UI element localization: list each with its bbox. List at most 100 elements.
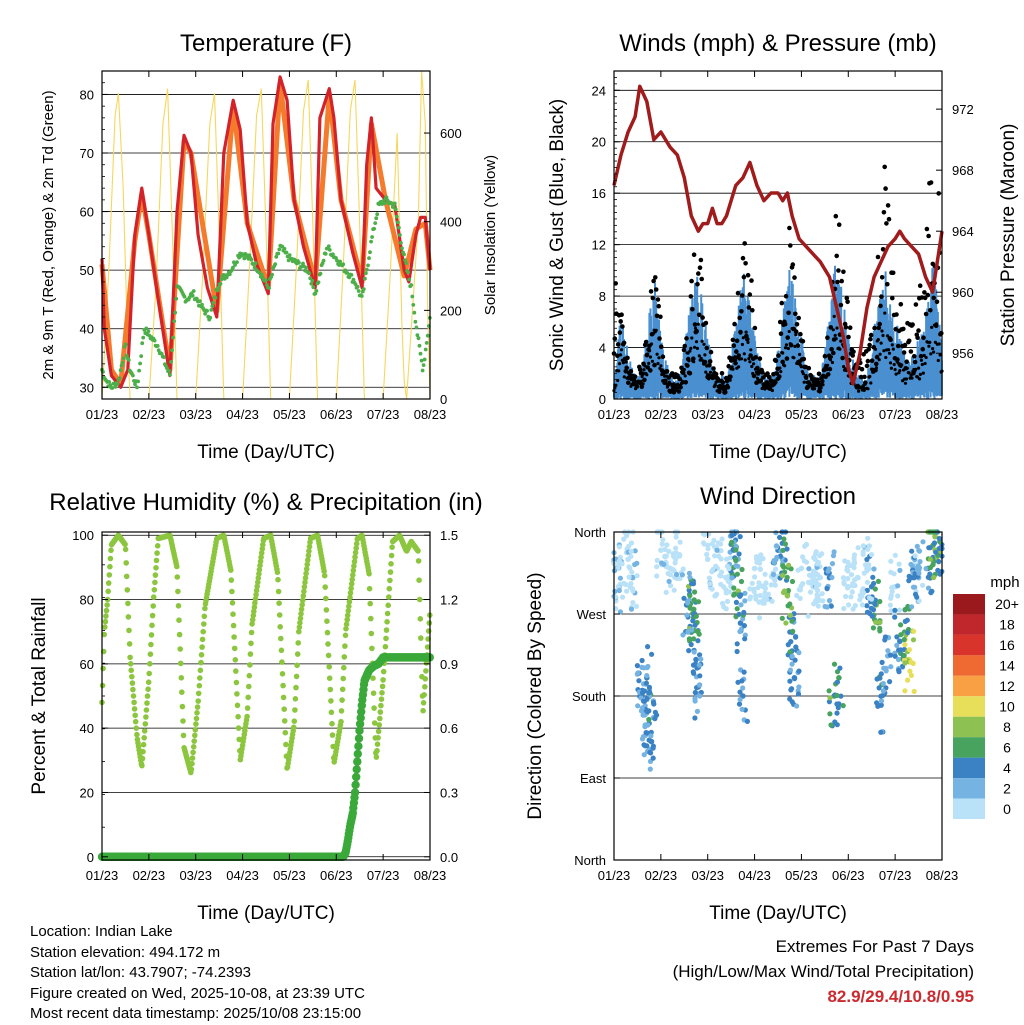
wind-point: [903, 381, 908, 385]
gust-point: [828, 325, 834, 330]
direction-point: [787, 601, 793, 607]
gust-point: [650, 295, 656, 301]
dewpoint-point: [141, 335, 146, 340]
gust-point: [829, 346, 834, 352]
direction-point: [636, 678, 642, 684]
dewpoint-point: [359, 294, 364, 298]
wind-point: [781, 351, 785, 355]
gust-point: [688, 294, 694, 299]
humidity-point: [234, 702, 241, 709]
gust-point: [692, 322, 698, 327]
gust-point: [894, 312, 899, 317]
direction-point: [742, 598, 748, 604]
direction-point: [925, 574, 931, 580]
gust-point: [836, 268, 841, 273]
humidity-point: [252, 596, 259, 602]
dewpoint-point: [211, 300, 216, 305]
gust-point: [873, 367, 878, 373]
direction-point: [713, 592, 719, 599]
gust-point: [782, 321, 788, 327]
humidity-point: [122, 541, 128, 548]
direction-point: [621, 581, 627, 587]
created-text: Figure created on Wed, 2025-10-08, at 23…: [30, 984, 365, 1002]
wind-point: [879, 341, 883, 345]
wind-point: [683, 374, 687, 378]
gust-point: [663, 378, 668, 384]
gust-point: [867, 342, 872, 348]
gust-point: [793, 329, 799, 334]
gust-point: [625, 355, 630, 361]
wind-point: [891, 347, 895, 351]
direction-point: [935, 567, 941, 574]
dewpoint-point: [210, 304, 215, 308]
humidity-point: [150, 603, 156, 609]
dewpoint-point: [110, 386, 115, 390]
gust-point: [923, 311, 929, 317]
gust-point: [841, 269, 846, 275]
gust-point: [732, 321, 737, 327]
humidity-point: [276, 600, 282, 606]
humidity-point: [143, 707, 150, 713]
direction-point: [729, 575, 735, 581]
dewpoint-point: [418, 351, 423, 356]
x-tick-label: 03/23: [691, 868, 724, 883]
direction-point: [734, 571, 741, 577]
y2-tick-label: 964: [952, 224, 974, 239]
gust-point: [810, 386, 816, 391]
dewpoint-point: [412, 310, 417, 315]
gust-point: [868, 336, 873, 342]
humidity-point: [174, 574, 181, 580]
direction-point: [814, 561, 821, 567]
gust-point: [825, 372, 831, 377]
gust-point: [872, 325, 877, 331]
humidity-panel: Relative Humidity (%) & Precipitation (i…: [29, 489, 483, 924]
direction-point: [620, 594, 626, 600]
wind-point: [621, 361, 626, 365]
direction-point: [916, 548, 922, 554]
plot-frame: [101, 531, 431, 861]
gust-point: [910, 322, 915, 327]
direction-point: [673, 556, 679, 562]
gust-point: [679, 365, 684, 371]
dewpoint-point: [301, 261, 305, 266]
humidity-point: [326, 675, 333, 681]
y2-tick-label: 0.6: [440, 721, 458, 736]
wind-point: [920, 362, 924, 367]
colorbar-label: 14: [999, 658, 1015, 674]
dewpoint-point: [400, 246, 404, 251]
humidity-point: [328, 709, 335, 716]
dewpoint-point: [273, 262, 278, 266]
wind-point: [659, 364, 663, 368]
humidity-point: [387, 569, 394, 575]
temperature-series: [99, 70, 433, 400]
direction-point: [923, 566, 929, 572]
direction-point: [666, 548, 672, 555]
gust-point: [833, 213, 839, 219]
humidity-point: [352, 549, 359, 556]
direction-point: [826, 566, 832, 572]
direction-point: [714, 547, 720, 553]
direction-point: [773, 543, 780, 549]
humidity-point: [301, 588, 307, 595]
direction-point: [633, 603, 640, 610]
humidity-point: [370, 675, 376, 681]
wind-point: [929, 352, 933, 356]
colorbar-label: 0: [1003, 801, 1011, 817]
humidity-point: [294, 651, 301, 657]
direction-point: [644, 665, 650, 671]
humidity-point: [229, 600, 236, 606]
wind-point: [914, 367, 918, 371]
direction-point: [787, 667, 794, 673]
humidity-point: [259, 546, 266, 552]
precipitation-point: [352, 765, 361, 774]
direction-point: [671, 587, 677, 593]
dewpoint-point: [170, 348, 175, 353]
wind-point: [697, 354, 701, 358]
direction-point: [736, 701, 743, 707]
wind-point: [655, 352, 659, 356]
gust-point: [871, 344, 877, 350]
gust-point: [939, 330, 944, 336]
dewpoint-point: [364, 271, 368, 276]
dewpoint-point: [126, 358, 131, 362]
direction-point: [724, 598, 731, 605]
